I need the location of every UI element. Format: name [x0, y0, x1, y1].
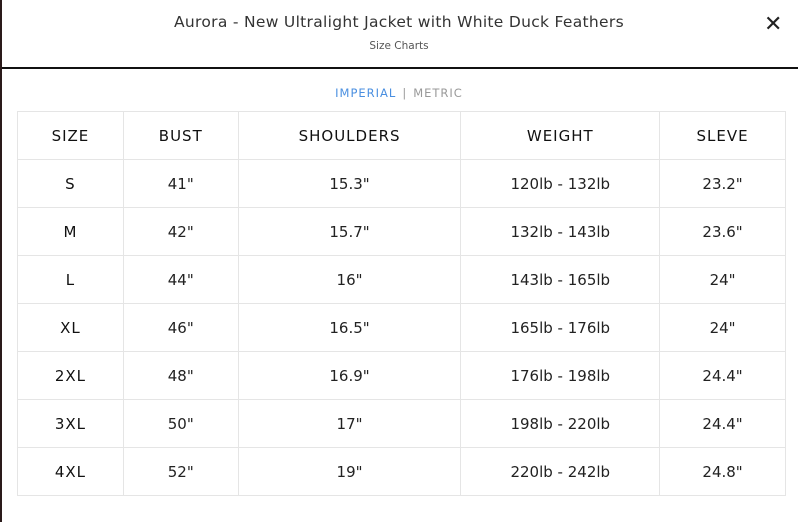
column-header: SLEVE: [659, 111, 786, 160]
table-row: S 41" 15.3" 120lb - 132lb 23.2": [17, 159, 786, 208]
table-row: 2XL 48" 16.9" 176lb - 198lb 24.4": [17, 351, 786, 400]
table-cell: 220lb - 242lb: [460, 447, 661, 496]
table-cell: 16.5": [237, 303, 462, 352]
table-cell: M: [17, 207, 124, 256]
table-cell: 4XL: [17, 447, 124, 496]
table-cell: 165lb - 176lb: [460, 303, 661, 352]
table-cell: L: [17, 255, 124, 304]
table-cell: 24": [659, 303, 786, 352]
table-cell: 24.4": [659, 351, 786, 400]
table-cell: 176lb - 198lb: [460, 351, 661, 400]
table-cell: 24": [659, 255, 786, 304]
table-cell: 16.9": [237, 351, 462, 400]
table-cell: S: [17, 159, 124, 208]
table-cell: XL: [17, 303, 124, 352]
column-header: SHOULDERS: [237, 111, 462, 160]
header-divider: [2, 67, 798, 69]
table-cell: 198lb - 220lb: [460, 399, 661, 448]
table-cell: 48": [122, 351, 239, 400]
table-cell: 3XL: [17, 399, 124, 448]
metric-tab[interactable]: METRIC: [413, 86, 463, 100]
table-cell: 17": [237, 399, 462, 448]
table-cell: 42": [122, 207, 239, 256]
imperial-tab[interactable]: IMPERIAL: [335, 86, 397, 100]
table-cell: 120lb - 132lb: [460, 159, 661, 208]
table-cell: 44": [122, 255, 239, 304]
table-cell: 19": [237, 447, 462, 496]
table-row: L 44" 16" 143lb - 165lb 24": [17, 255, 786, 304]
table-cell: 52": [122, 447, 239, 496]
unit-separator: |: [402, 86, 408, 100]
table-cell: 24.8": [659, 447, 786, 496]
table-cell: 143lb - 165lb: [460, 255, 661, 304]
close-icon[interactable]: ✕: [764, 12, 783, 37]
table-cell: 24.4": [659, 399, 786, 448]
table-cell: 132lb - 143lb: [460, 207, 661, 256]
table-row: XL 46" 16.5" 165lb - 176lb 24": [17, 303, 786, 352]
table-cell: 15.7": [237, 207, 462, 256]
table-row: 4XL 52" 19" 220lb - 242lb 24.8": [17, 447, 786, 496]
size-chart-table: SIZE BUST SHOULDERS WEIGHT SLEVE S 41" 15.3" 12…: [17, 111, 786, 496]
table-cell: 23.6": [659, 207, 786, 256]
column-header: SIZE: [17, 111, 124, 160]
table-row: M 42" 15.7" 132lb - 143lb 23.6": [17, 207, 786, 256]
table-row: 3XL 50" 17" 198lb - 220lb 24.4": [17, 399, 786, 448]
table-cell: 46": [122, 303, 239, 352]
column-header: BUST: [122, 111, 239, 160]
table-cell: 50": [122, 399, 239, 448]
table-cell: 41": [122, 159, 239, 208]
table-cell: 2XL: [17, 351, 124, 400]
table-cell: 23.2": [659, 159, 786, 208]
modal-title: Aurora - New Ultralight Jacket with Whit…: [174, 13, 624, 31]
column-header: WEIGHT: [460, 111, 661, 160]
table-cell: 16": [237, 255, 462, 304]
modal-subtitle: Size Charts: [369, 40, 429, 52]
unit-toggle: IMPERIAL | METRIC: [0, 86, 798, 100]
table-header-row: SIZE BUST SHOULDERS WEIGHT SLEVE: [17, 111, 786, 160]
table-cell: 15.3": [237, 159, 462, 208]
background-edge: [0, 0, 2, 522]
